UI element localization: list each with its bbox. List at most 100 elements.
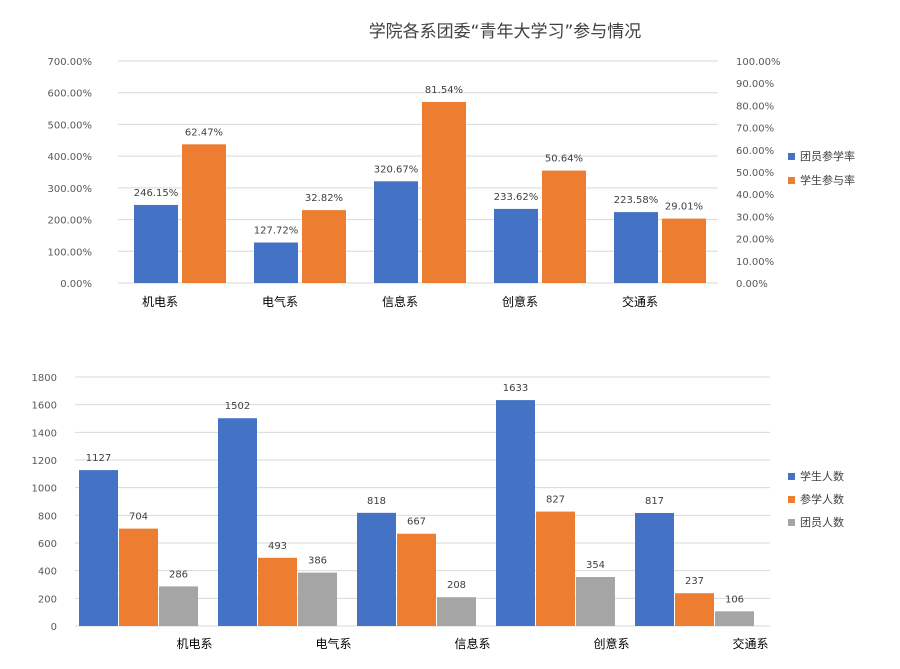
data-label: 106	[725, 594, 744, 605]
y2-tick-label: 90.00%	[736, 79, 774, 90]
bar-participant-count	[119, 528, 158, 626]
data-label: 208	[447, 580, 466, 591]
y-tick-label: 1200	[32, 456, 57, 467]
x-tick-label: 信息系	[454, 636, 490, 651]
legend-swatch	[788, 473, 795, 480]
y2-tick-label: 70.00%	[736, 124, 774, 135]
data-label: 29.01%	[665, 202, 703, 213]
chart-title: 学院各系团委“青年大学习”参与情况	[368, 22, 642, 42]
bar-student-count	[496, 400, 535, 626]
y2-tick-label: 50.00%	[736, 168, 774, 179]
y-tick-label: 400	[38, 567, 57, 578]
y2-tick-label: 20.00%	[736, 235, 774, 246]
y-tick-label: 700.00%	[48, 57, 93, 68]
y2-tick-label: 40.00%	[736, 190, 774, 201]
y-tick-label: 0.00%	[60, 279, 92, 290]
y2-tick-label: 80.00%	[736, 101, 774, 112]
data-label: 1127	[86, 453, 111, 464]
bar-student-count	[635, 512, 674, 626]
data-label: 493	[268, 541, 287, 552]
data-label: 286	[169, 569, 188, 580]
x-tick-label: 机电系	[142, 295, 178, 309]
x-tick-label: 电气系	[262, 294, 298, 309]
bar-member-count	[437, 597, 476, 626]
data-label: 827	[546, 495, 565, 506]
bar-participant-count	[675, 593, 714, 626]
data-label: 127.72%	[254, 225, 299, 236]
x-tick-label: 机电系	[176, 637, 212, 651]
bar-student-rate	[542, 170, 586, 283]
bar-student-rate	[182, 144, 226, 283]
bar-member-rate	[614, 212, 658, 283]
legend-label: 团员人数	[800, 516, 844, 529]
legend-swatch	[788, 519, 795, 526]
data-label: 386	[308, 556, 327, 567]
x-tick-label: 信息系	[382, 294, 418, 309]
bar-member-count	[159, 586, 198, 626]
bar-student-rate	[422, 101, 466, 283]
bar-member-rate	[254, 242, 298, 283]
bar-student-count	[218, 418, 257, 626]
data-label: 818	[367, 496, 386, 507]
y-tick-label: 400.00%	[48, 152, 93, 163]
y2-tick-label: 60.00%	[736, 146, 774, 157]
bar-member-rate	[134, 204, 178, 283]
x-tick-label: 电气系	[315, 636, 351, 651]
x-tick-label: 交通系	[622, 294, 658, 309]
legend-label: 学生人数	[800, 469, 844, 483]
data-label: 237	[685, 576, 704, 587]
bar-participant-count	[258, 557, 297, 626]
bar-student-rate	[302, 210, 346, 283]
bar-member-rate	[494, 208, 538, 283]
y-tick-label: 0	[51, 622, 57, 633]
data-label: 354	[586, 560, 605, 571]
y-tick-label: 1400	[32, 428, 57, 439]
data-label: 817	[645, 496, 664, 507]
bar-member-count	[715, 611, 754, 626]
y-tick-label: 200.00%	[48, 216, 93, 227]
data-label: 1633	[503, 383, 528, 394]
x-tick-label: 创意系	[502, 294, 538, 309]
bar-participant-count	[536, 511, 575, 626]
y-tick-label: 600	[38, 539, 57, 550]
legend-label: 学生参与率	[800, 173, 855, 187]
data-label: 32.82%	[305, 193, 343, 204]
y2-tick-label: 30.00%	[736, 212, 774, 223]
bar-member-rate	[374, 181, 418, 283]
y2-tick-label: 100.00%	[736, 57, 781, 68]
y2-tick-label: 0.00%	[736, 279, 768, 290]
bar-student-count	[79, 470, 118, 626]
legend-label: 团员参学率	[800, 149, 855, 163]
bar-student-count	[357, 512, 396, 626]
y-tick-label: 200	[38, 594, 57, 605]
data-label: 320.67%	[374, 164, 419, 175]
data-label: 704	[129, 512, 148, 523]
y-tick-label: 600.00%	[48, 89, 93, 100]
bar-member-count	[576, 577, 615, 626]
data-label: 233.62%	[494, 192, 539, 203]
data-label: 667	[407, 517, 426, 528]
y-tick-label: 1000	[32, 484, 57, 495]
bar-member-count	[298, 572, 337, 626]
legend-swatch	[788, 496, 795, 503]
y-tick-label: 100.00%	[48, 247, 93, 258]
data-label: 223.58%	[614, 195, 659, 206]
legend-label: 参学人数	[800, 492, 844, 506]
x-tick-label: 交通系	[732, 636, 768, 651]
bar-participant-count	[397, 533, 436, 626]
x-tick-label: 创意系	[593, 636, 629, 651]
y-tick-label: 1600	[32, 401, 57, 412]
data-label: 81.54%	[425, 85, 463, 96]
y-tick-label: 500.00%	[48, 120, 93, 131]
y-tick-label: 300.00%	[48, 184, 93, 195]
legend-swatch	[788, 153, 795, 160]
legend-swatch	[788, 177, 795, 184]
data-label: 50.64%	[545, 154, 583, 165]
y-tick-label: 800	[38, 511, 57, 522]
y-tick-label: 1800	[32, 373, 57, 384]
data-label: 246.15%	[134, 188, 179, 199]
bar-student-rate	[662, 218, 706, 283]
y2-tick-label: 10.00%	[736, 257, 774, 268]
data-label: 62.47%	[185, 127, 223, 138]
